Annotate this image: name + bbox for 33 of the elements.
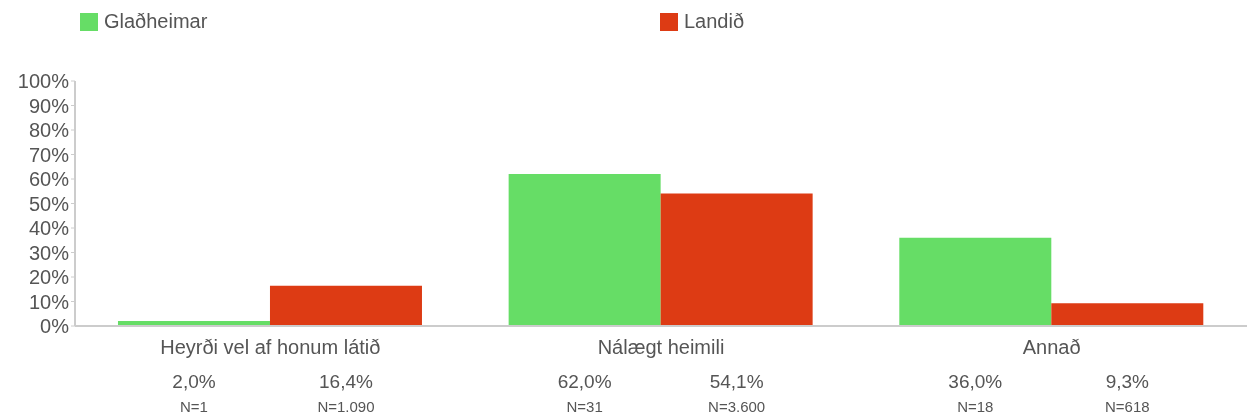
y-tick-label: 50% [28, 192, 70, 215]
y-tick-label: 70% [28, 143, 70, 166]
y-tick-label: 10% [28, 290, 70, 313]
text: N=1.090 [317, 398, 375, 415]
y-tick-label: 80% [28, 119, 70, 142]
data-label: 2,0% [172, 371, 216, 392]
data-label: 54,1% [709, 371, 764, 392]
y-tick-label: 90% [28, 94, 70, 117]
legend-label: Landið [683, 10, 746, 33]
text: N=31 [566, 398, 603, 415]
y-tick-label: 20% [28, 266, 70, 289]
bar [660, 193, 813, 326]
y-tick-label: 60% [28, 168, 70, 191]
text: N=3.600 [708, 398, 766, 415]
bar [269, 285, 422, 326]
data-label: 62,0% [557, 371, 612, 392]
text: N=618 [1104, 398, 1150, 415]
text: N=18 [957, 398, 994, 415]
bar [899, 237, 1052, 326]
bar [1051, 303, 1204, 326]
x-tick-label: Nálægt heimili [597, 336, 725, 358]
y-tick-label: 100% [17, 70, 70, 93]
bar [508, 174, 661, 326]
y-tick-label: 0% [40, 315, 70, 338]
x-tick-label: Heyrði vel af honum látið [160, 336, 381, 358]
legend-label: Glaðheimar [103, 10, 209, 33]
text: N=1 [180, 398, 208, 415]
y-tick-label: 40% [28, 217, 70, 240]
data-label: 9,3% [1105, 371, 1150, 392]
y-tick-label: 30% [28, 241, 70, 264]
data-label: 36,0% [948, 371, 1003, 392]
x-tick-label: Annað [1022, 336, 1081, 358]
data-label: 16,4% [319, 371, 374, 392]
